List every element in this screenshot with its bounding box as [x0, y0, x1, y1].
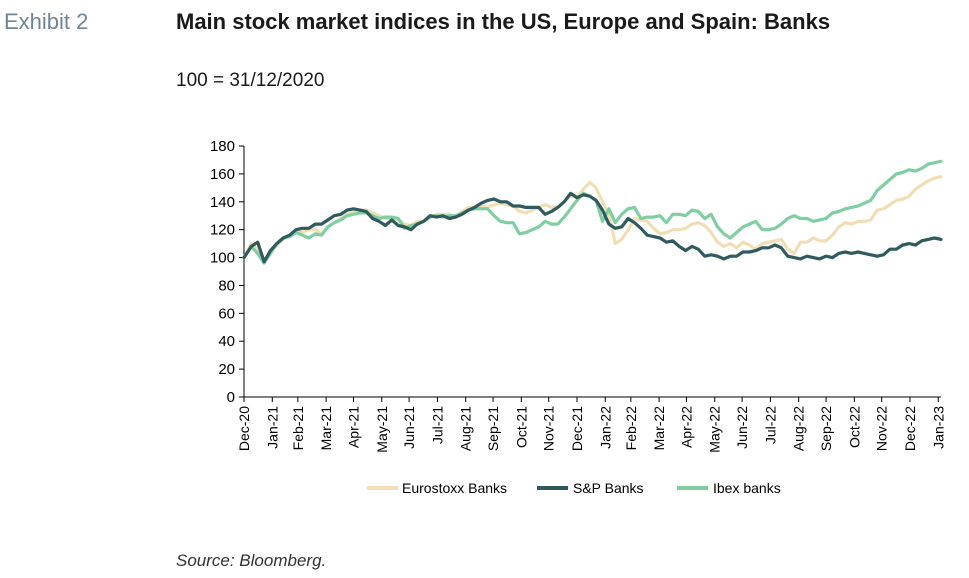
x-tick-label: Aug-22 [791, 406, 807, 451]
y-tick-label: 180 [210, 138, 235, 155]
legend-item: Ibex banks [677, 480, 781, 496]
x-tick-label: Dec-20 [236, 406, 252, 451]
series-line-eurostoxx-banks [242, 175, 943, 262]
x-tick-label: Oct-22 [846, 406, 862, 448]
y-tick-label: 60 [218, 305, 235, 322]
y-tick-label: 80 [218, 277, 235, 294]
legend-label: S&P Banks [573, 480, 644, 496]
x-tick-label: Feb-21 [290, 406, 306, 451]
legend-item: Eurostoxx Banks [367, 480, 507, 496]
y-tick-label: 40 [218, 333, 235, 350]
x-tick-label: Dec-22 [902, 406, 918, 451]
x-tick-label: Apr-21 [345, 406, 361, 448]
y-tick-label: 160 [210, 166, 235, 183]
x-tick-label: May-21 [374, 406, 390, 453]
y-tick-label: 20 [218, 361, 235, 378]
series-line-s-p-banks [242, 191, 943, 264]
x-tick-label: Oct-21 [513, 406, 529, 448]
x-tick-label: Dec-21 [569, 406, 585, 451]
x-tick-label: Sep-21 [485, 406, 501, 451]
chart-subtitle: 100 = 31/12/2020 [176, 70, 325, 91]
x-tick-label: Jun-22 [734, 406, 750, 449]
y-tick-label: 0 [227, 389, 235, 406]
y-tick-label: 140 [210, 194, 235, 211]
x-tick-label: Nov-22 [874, 406, 890, 451]
x-tick-label: Jan-22 [597, 406, 613, 449]
y-axis: 0 20 40 60 80 100 120 140 160 180 [210, 138, 245, 406]
series-layer [242, 159, 943, 265]
source-note: Source: Bloomberg. [176, 551, 327, 570]
legend-item: S&P Banks [537, 480, 644, 496]
x-tick-label: Mar-21 [318, 406, 334, 451]
x-tick-label: Feb-22 [623, 406, 639, 451]
y-tick-label: 120 [210, 222, 235, 239]
legend: Eurostoxx Banks S&P Banks Ibex banks [367, 480, 781, 496]
x-tick-label: May-22 [707, 406, 723, 453]
x-tick-label: Aug-21 [458, 406, 474, 451]
x-tick-label: Mar-22 [651, 406, 667, 451]
x-tick-label: Jan-23 [930, 406, 946, 449]
chart-title: Main stock market indices in the US, Eur… [176, 9, 831, 34]
x-tick-label: Sep-22 [818, 406, 834, 451]
x-tick-label: Jan-21 [264, 406, 280, 449]
x-tick-label: Jul-22 [762, 406, 778, 444]
legend-label: Ibex banks [713, 480, 781, 496]
x-tick-label: Nov-21 [541, 406, 557, 451]
legend-label: Eurostoxx Banks [402, 480, 507, 496]
y-tick-label: 100 [210, 250, 235, 267]
exhibit-label: Exhibit 2 [4, 9, 89, 34]
x-axis: Dec-20 Jan-21 Feb-21 Mar-21 Apr-21 May-21 Jun-… [236, 396, 946, 453]
x-tick-label: Jul-21 [429, 406, 445, 444]
x-tick-label: Apr-22 [678, 406, 694, 448]
x-tick-label: Jun-21 [401, 406, 417, 449]
